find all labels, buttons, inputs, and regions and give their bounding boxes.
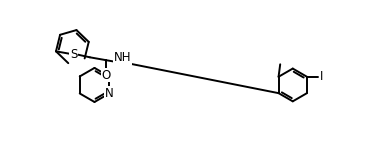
Text: N: N [105,87,114,100]
Text: O: O [102,69,110,82]
Text: NH: NH [114,51,131,64]
Text: S: S [70,48,77,61]
Text: I: I [320,70,323,83]
